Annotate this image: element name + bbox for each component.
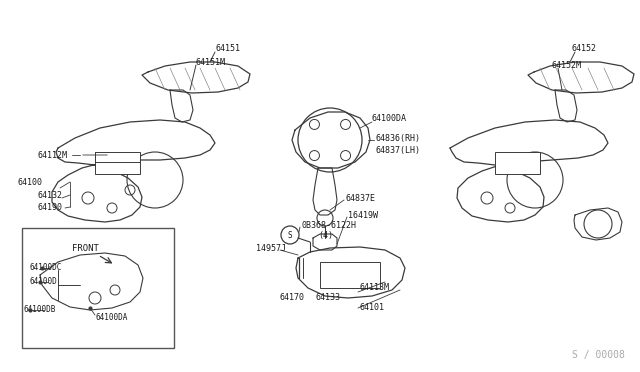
Bar: [320, 262, 380, 288]
Text: 64132: 64132: [38, 190, 63, 199]
Bar: [22, 228, 174, 348]
Text: 64112M: 64112M: [38, 151, 68, 160]
Text: 16419W: 16419W: [348, 211, 378, 219]
Text: 64190: 64190: [38, 202, 63, 212]
Text: 64101: 64101: [360, 304, 385, 312]
Text: 64837E: 64837E: [345, 193, 375, 202]
Bar: [95, 152, 140, 174]
Text: 64100: 64100: [18, 177, 43, 186]
Text: S: S: [288, 231, 292, 240]
Text: 64100DA: 64100DA: [372, 113, 407, 122]
Text: 64100DB: 64100DB: [24, 305, 56, 314]
Text: 64152: 64152: [572, 44, 597, 52]
Text: 64113M: 64113M: [360, 283, 390, 292]
Text: FRONT: FRONT: [72, 244, 99, 253]
Text: 64151M: 64151M: [196, 58, 226, 67]
Text: (4): (4): [318, 231, 333, 240]
Text: 14957J: 14957J: [256, 244, 286, 253]
Text: 64133: 64133: [315, 294, 340, 302]
Text: S / 00008: S / 00008: [572, 350, 625, 360]
Text: 64170: 64170: [280, 294, 305, 302]
Text: 64100D: 64100D: [30, 278, 58, 286]
Text: 64837(LH): 64837(LH): [375, 145, 420, 154]
Text: 64100DC: 64100DC: [30, 263, 62, 273]
Text: 64152M: 64152M: [552, 61, 582, 70]
Text: 64151: 64151: [215, 44, 240, 52]
Text: 64100DA: 64100DA: [95, 314, 127, 323]
Bar: [495, 152, 540, 174]
Text: 0B368-6122H: 0B368-6122H: [302, 221, 357, 230]
Text: 64836(RH): 64836(RH): [375, 134, 420, 142]
